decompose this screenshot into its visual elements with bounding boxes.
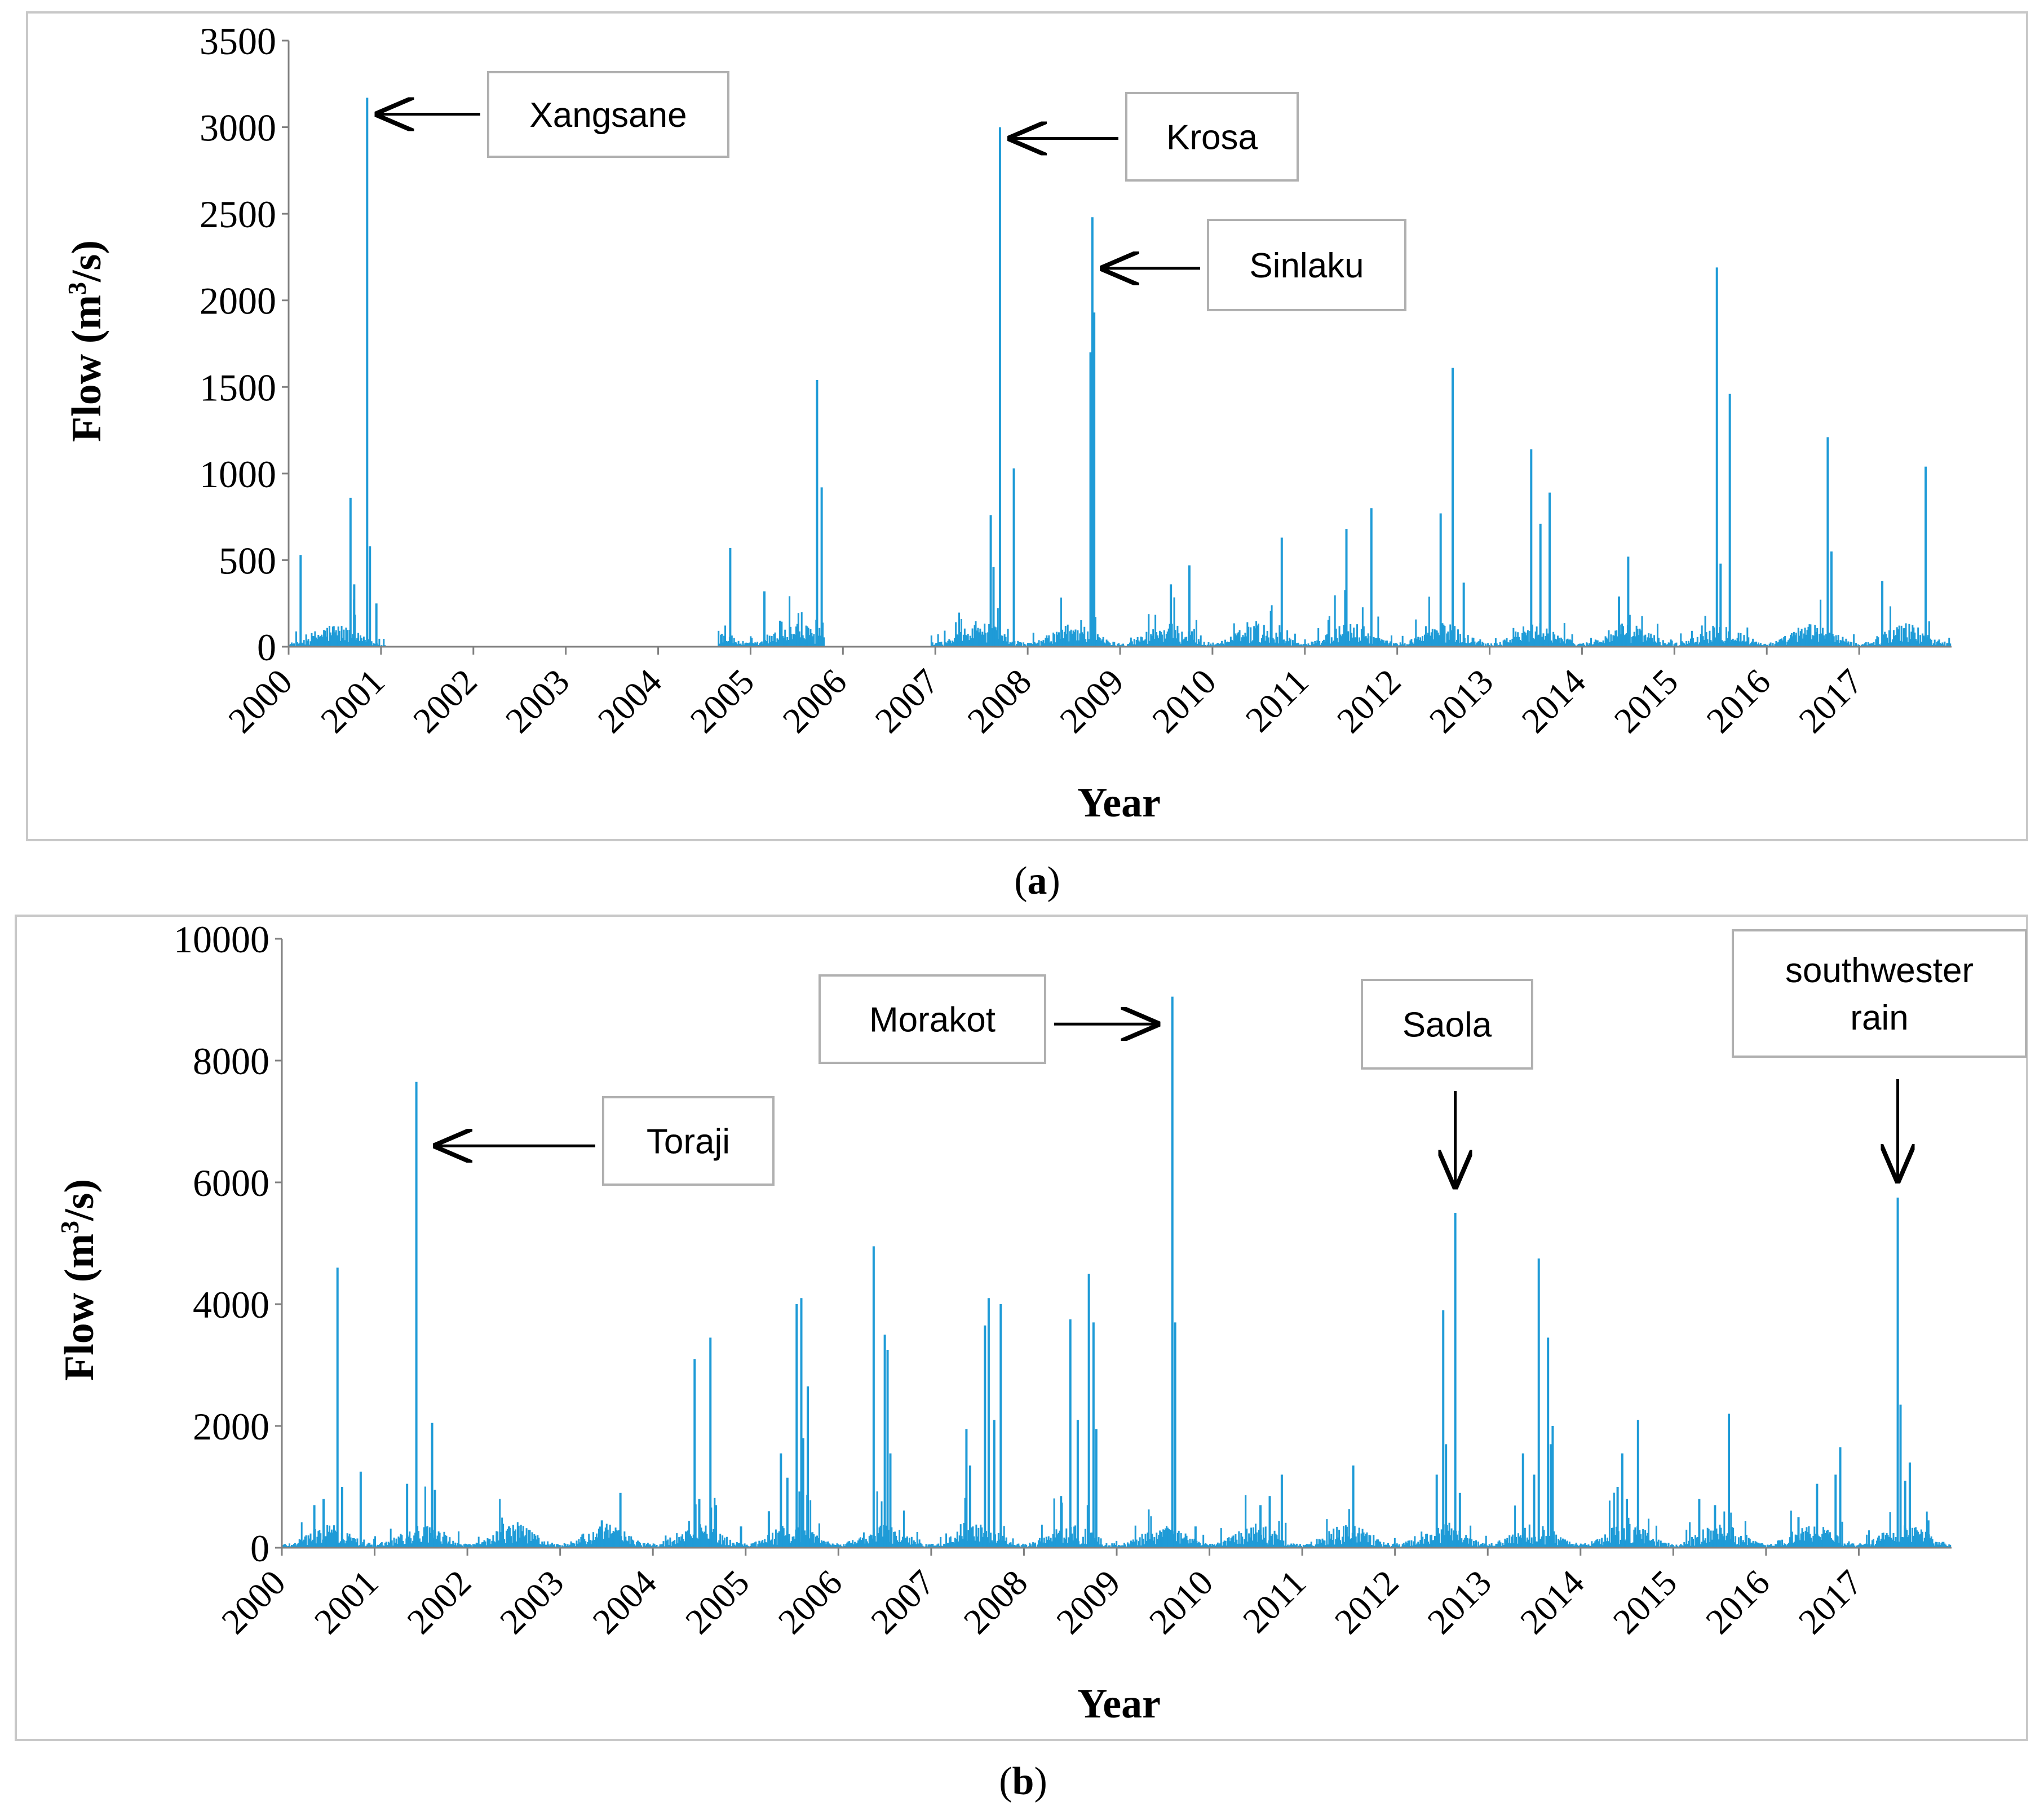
panel-b-x-tick-2013: 2013 [1419,1562,1499,1642]
panel-b-annotation-southwester-rain-box [1732,929,2027,1058]
panel-a-y-tick-2500: 2500 [200,193,276,236]
panel-a-caption: (a) [1014,859,1060,903]
panel-a-y-tick-1500: 1500 [200,366,276,409]
panel-a-y-tick-1000: 1000 [200,453,276,496]
panel-b-annotation-saola-box [1361,979,1533,1070]
panel-a-x-tick-2010: 2010 [1144,661,1224,741]
panel-a-x-tick-2014: 2014 [1514,661,1594,741]
panel-a-x-tick-2015: 2015 [1607,661,1686,741]
panel-a-annotation-sinlaku: Sinlaku [1103,219,1406,311]
panel-a-x-tick-2001: 2001 [313,661,392,741]
panel-b-x-tick-2012: 2012 [1327,1562,1406,1642]
panel-a-x-tick-2002: 2002 [405,661,485,741]
panel-a-axes [282,39,1952,655]
panel-b-x-tick-2015: 2015 [1605,1562,1685,1642]
panel-b-x-tick-2007: 2007 [863,1562,943,1642]
panel-a-x-tick-2008: 2008 [959,661,1039,741]
panel-a-annotation-sinlaku-label: Sinlaku [1249,246,1364,285]
panel-b-x-tick-2017: 2017 [1791,1562,1870,1642]
panel-a-annotation-xangsane-label: Xangsane [529,96,687,135]
panel-a-annotation-krosa-box [1125,92,1299,182]
panel-a-x-ticks: 2000 2001 2002 2003 2004 2005 2006 2007 2008 2009… [220,661,1870,741]
panel-a-x-axis-title: Year [1077,780,1161,826]
panel-b-annotation-southwester-rain: southwester rain [1732,929,2027,1181]
panel-b-annotation-morakot: Morakot [819,974,1158,1064]
panel-a-x-tick-2004: 2004 [590,661,670,741]
panel-a-x-tick-2000: 2000 [220,661,300,741]
panel-b-axes [275,938,1952,1556]
panel-a-y-tick-3000: 3000 [200,107,276,149]
panel-a-x-tick-2017: 2017 [1791,661,1870,741]
panel-a-x-tick-2012: 2012 [1329,661,1409,741]
panel-b-frame [15,915,2028,1741]
panel-a-x-tick-2009: 2009 [1052,661,1131,741]
panel-b-caption: (b) [999,1760,1047,1803]
panel-b-annotation-toraji-box [602,1096,775,1186]
panel-b-y-tick-4000: 4000 [193,1283,269,1326]
panel-b-y-ticks: 0 2000 4000 6000 8000 10000 [174,918,269,1570]
panel-b-x-tick-2011: 2011 [1235,1562,1313,1641]
panel-b-y-tick-8000: 8000 [193,1040,269,1083]
panel-b-x-tick-2004: 2004 [585,1562,664,1642]
panel-a-annotation-xangsane: Xangsane [377,71,729,158]
panel-a-x-tick-2011: 2011 [1238,661,1316,740]
panel-b-x-tick-2014: 2014 [1512,1562,1592,1642]
panel-b-x-tick-2002: 2002 [399,1562,479,1642]
panel-a-x-tick-2005: 2005 [683,661,762,741]
panel-b-annotation-saola: Saola [1361,979,1533,1187]
panel-b-y-tick-2000: 2000 [193,1405,269,1448]
panel-b-annotation-southwester-rain-label: southwester [1785,951,1974,990]
panel-b-annotations: Toraji Morakot Saola southwester rain [436,929,2027,1187]
panel-b-annotation-morakot-box [819,974,1046,1064]
panel-a-y-tick-500: 500 [219,539,276,582]
panel-a-annotation-krosa-label: Krosa [1166,118,1258,157]
panel-b-x-ticks: 2000 2001 2002 2003 2004 2005 2006 2007 2008 2009… [214,1562,1870,1642]
panel-b-x-tick-2006: 2006 [771,1562,850,1642]
panel-b-x-tick-2008: 2008 [956,1562,1036,1642]
panel-a-annotation-xangsane-box [487,71,729,158]
panel-b-annotation-toraji: Toraji [436,1096,775,1186]
panel-a-y-tick-0: 0 [257,626,276,669]
panel-b-x-tick-2000: 2000 [214,1562,293,1642]
panel-b-annotation-saola-label: Saola [1403,1006,1492,1045]
panel-b-x-tick-2016: 2016 [1698,1562,1777,1642]
panel-b-annotation-southwester-rain-label: rain [1850,999,1908,1037]
panel-a-annotation-sinlaku-box [1207,219,1406,311]
panel-b-annotation-morakot-label: Morakot [869,1001,996,1040]
panel-a-y-tick-2000: 2000 [200,280,276,323]
panel-b-y-tick-0: 0 [250,1527,269,1570]
panel-b-x-tick-2009: 2009 [1048,1562,1128,1642]
panel-a-x-tick-2013: 2013 [1422,661,1501,741]
panel-a-y-ticks: 0 500 1000 1500 2000 2500 3000 3500 [200,20,276,669]
panel-a-x-tick-2006: 2006 [775,661,855,741]
panel-a-x-tick-2016: 2016 [1698,661,1778,741]
panel-a-x-tick-2003: 2003 [498,661,577,741]
panel-a-annotations: Xangsane Krosa Sinlaku [377,71,1406,311]
panel-b-y-tick-10000: 10000 [174,918,269,961]
panel-b-x-tick-2003: 2003 [492,1562,572,1642]
panel-b-x-tick-2001: 2001 [307,1562,386,1642]
panel-b-annotation-toraji-label: Toraji [647,1123,730,1162]
panel-a-frame [26,11,2028,841]
panel-b-x-tick-2005: 2005 [678,1562,757,1642]
panel-a-y-axis-title: Flow (m3/s) [63,240,110,442]
panel-b-x-axis-title: Year [1077,1681,1161,1727]
panel-a-y-tick-3500: 3500 [200,20,276,63]
panel-b-bars [282,996,1952,1548]
panel-b-y-axis-title: Flow (m3/s) [55,1179,103,1381]
panel-b-y-tick-6000: 6000 [193,1162,269,1204]
panel-b-x-tick-2010: 2010 [1142,1562,1221,1642]
panel-a-x-tick-2007: 2007 [867,661,946,741]
panel-a-annotation-krosa: Krosa [1010,92,1299,182]
panel-a-bars [289,98,1952,647]
